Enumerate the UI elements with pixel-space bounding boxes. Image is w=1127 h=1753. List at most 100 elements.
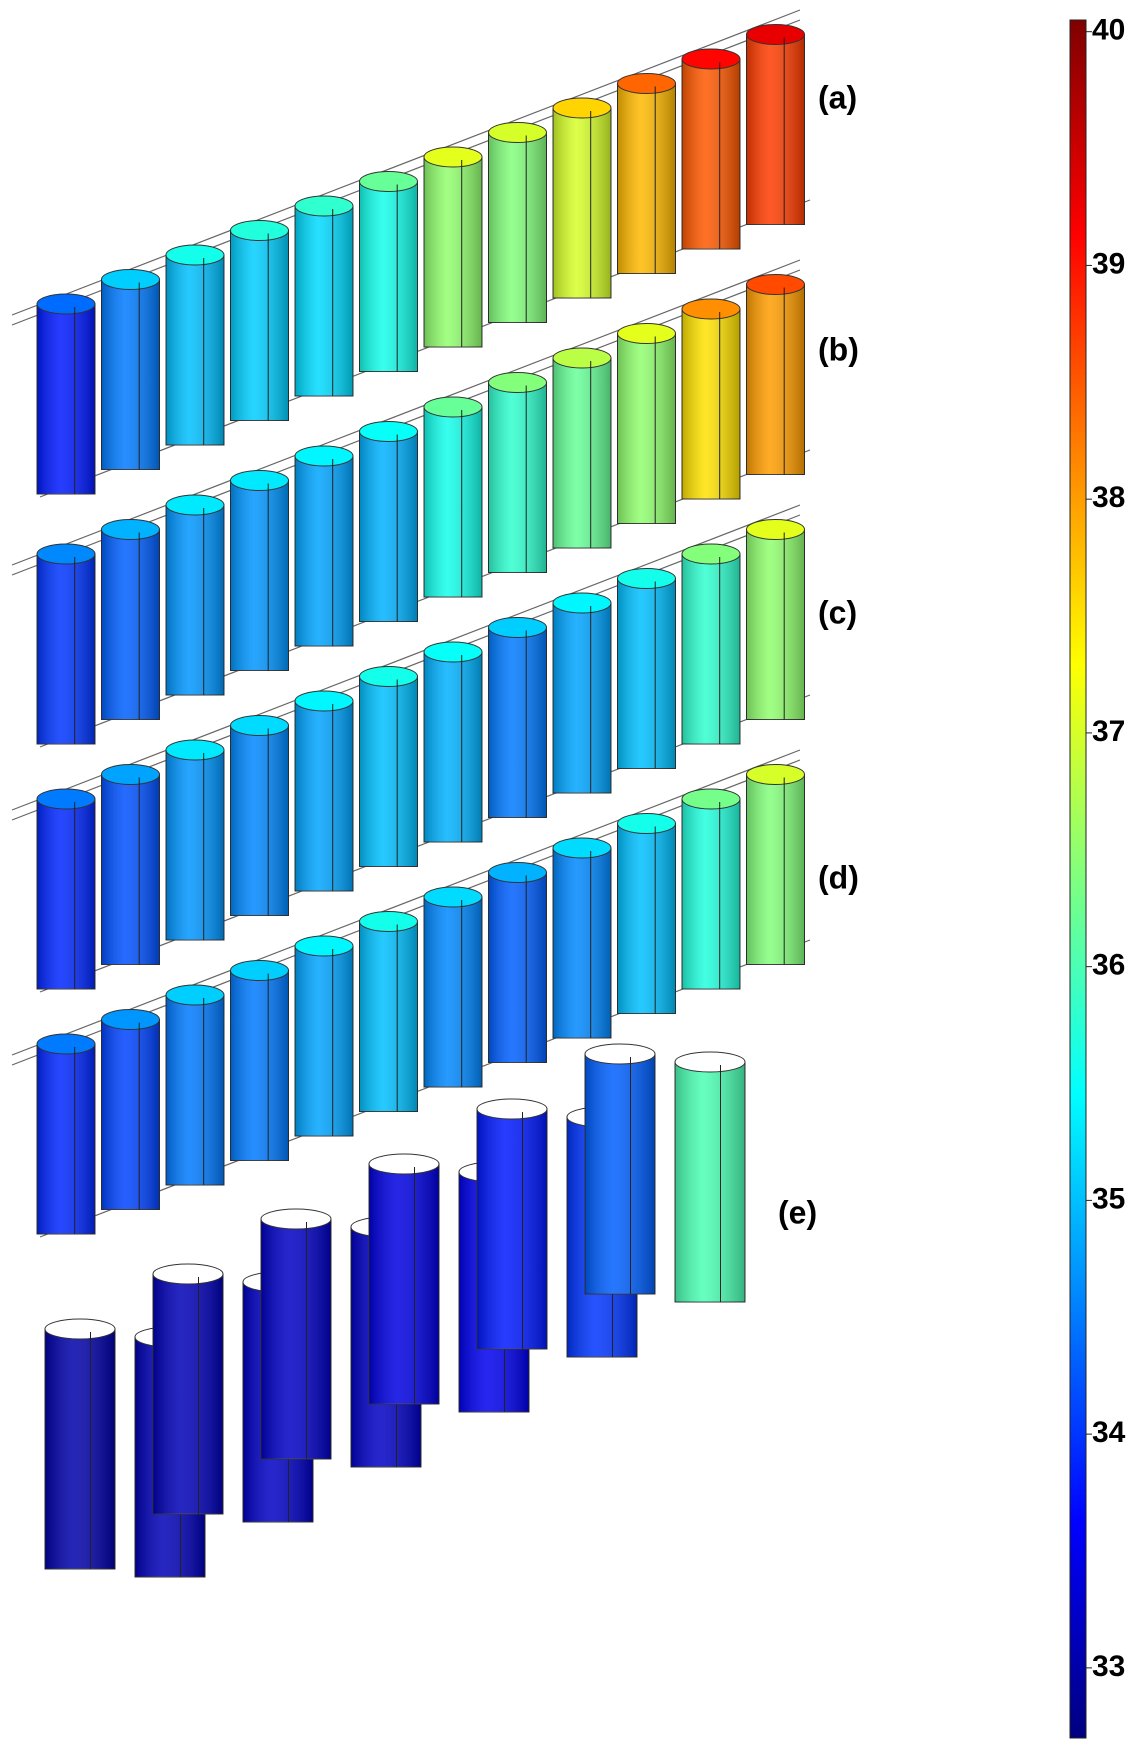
cell-shade	[618, 824, 676, 1014]
cell-shade	[231, 481, 289, 671]
cell-top	[102, 270, 160, 290]
cell-shade	[360, 922, 418, 1112]
cell-shade	[37, 304, 95, 494]
cell-top	[747, 25, 805, 45]
cell	[682, 299, 740, 499]
cell-shade	[553, 108, 611, 298]
cell-top	[166, 985, 224, 1005]
cell-top	[747, 275, 805, 295]
panel-label: (b)	[818, 331, 859, 367]
cell	[153, 1264, 223, 1514]
cell-top	[682, 299, 740, 319]
cell	[166, 740, 224, 940]
cell-shade	[360, 182, 418, 372]
cell-shade	[675, 1062, 745, 1302]
cell-top	[295, 196, 353, 216]
cell-shade	[747, 35, 805, 225]
cell	[231, 471, 289, 671]
cell	[618, 74, 676, 274]
cell	[37, 294, 95, 494]
cell-shade	[489, 873, 547, 1063]
cell-top	[489, 373, 547, 393]
colorbar-label: 40	[1092, 14, 1125, 47]
cell-shade	[553, 603, 611, 793]
colorbar-label: 34	[1092, 1416, 1126, 1449]
cell-shade	[231, 726, 289, 916]
cell-shade	[166, 995, 224, 1185]
cell-top	[682, 544, 740, 564]
panel-label: (a)	[818, 79, 857, 115]
cell-shade	[166, 750, 224, 940]
cell-shade	[747, 530, 805, 720]
cell	[424, 887, 482, 1087]
cell	[231, 961, 289, 1161]
cell-shade	[360, 432, 418, 622]
cell	[231, 716, 289, 916]
cell	[261, 1209, 331, 1459]
cell-top	[553, 348, 611, 368]
cell-top	[360, 172, 418, 192]
cell	[37, 544, 95, 744]
cell-top	[37, 1034, 95, 1054]
cell-shade	[369, 1164, 439, 1404]
cell-top	[231, 961, 289, 981]
cell-shade	[102, 1020, 160, 1210]
cell-top	[153, 1264, 223, 1284]
cell-top	[553, 593, 611, 613]
cell	[295, 936, 353, 1136]
colorbar-label: 35	[1092, 1182, 1125, 1215]
cell-shade	[618, 84, 676, 274]
cell-shade	[261, 1219, 331, 1459]
cell-top	[37, 544, 95, 564]
colorbar	[1070, 20, 1086, 1738]
cell-top	[360, 912, 418, 932]
cell-top	[424, 642, 482, 662]
cell-top	[166, 245, 224, 265]
cell-top	[618, 324, 676, 344]
cell-shade	[231, 971, 289, 1161]
colorbar-label: 39	[1092, 247, 1125, 280]
cell-top	[553, 98, 611, 118]
cell-shade	[295, 701, 353, 891]
cell-shade	[489, 383, 547, 573]
cell-top	[166, 495, 224, 515]
cell-top	[231, 221, 289, 241]
cell-top	[295, 446, 353, 466]
cell	[37, 789, 95, 989]
cell-shade	[618, 579, 676, 769]
cell	[553, 593, 611, 793]
cell-shade	[424, 897, 482, 1087]
cell	[360, 172, 418, 372]
cell	[682, 544, 740, 744]
panel-label: (e)	[778, 1194, 817, 1230]
cell-top	[477, 1099, 547, 1119]
cell-top	[489, 123, 547, 143]
cell-shade	[477, 1109, 547, 1349]
cell-shade	[747, 775, 805, 965]
cell	[360, 912, 418, 1112]
cell-top	[424, 147, 482, 167]
cell-shade	[682, 309, 740, 499]
cell-shade	[682, 554, 740, 744]
cell	[489, 373, 547, 573]
cell-shade	[295, 206, 353, 396]
cell	[166, 495, 224, 695]
colorbar-label: 36	[1092, 949, 1125, 982]
cell	[45, 1319, 115, 1569]
cell-shade	[424, 652, 482, 842]
cell	[747, 275, 805, 475]
cell	[618, 324, 676, 524]
cell-shade	[618, 334, 676, 524]
cell-shade	[295, 946, 353, 1136]
cell	[682, 49, 740, 249]
cell	[37, 1034, 95, 1234]
cell-shade	[37, 554, 95, 744]
cell-top	[489, 618, 547, 638]
panel-label: (d)	[818, 859, 859, 895]
cell	[553, 838, 611, 1038]
cell-shade	[166, 255, 224, 445]
cell	[102, 765, 160, 965]
cell-top	[585, 1044, 655, 1064]
cell	[424, 397, 482, 597]
cell	[618, 814, 676, 1014]
